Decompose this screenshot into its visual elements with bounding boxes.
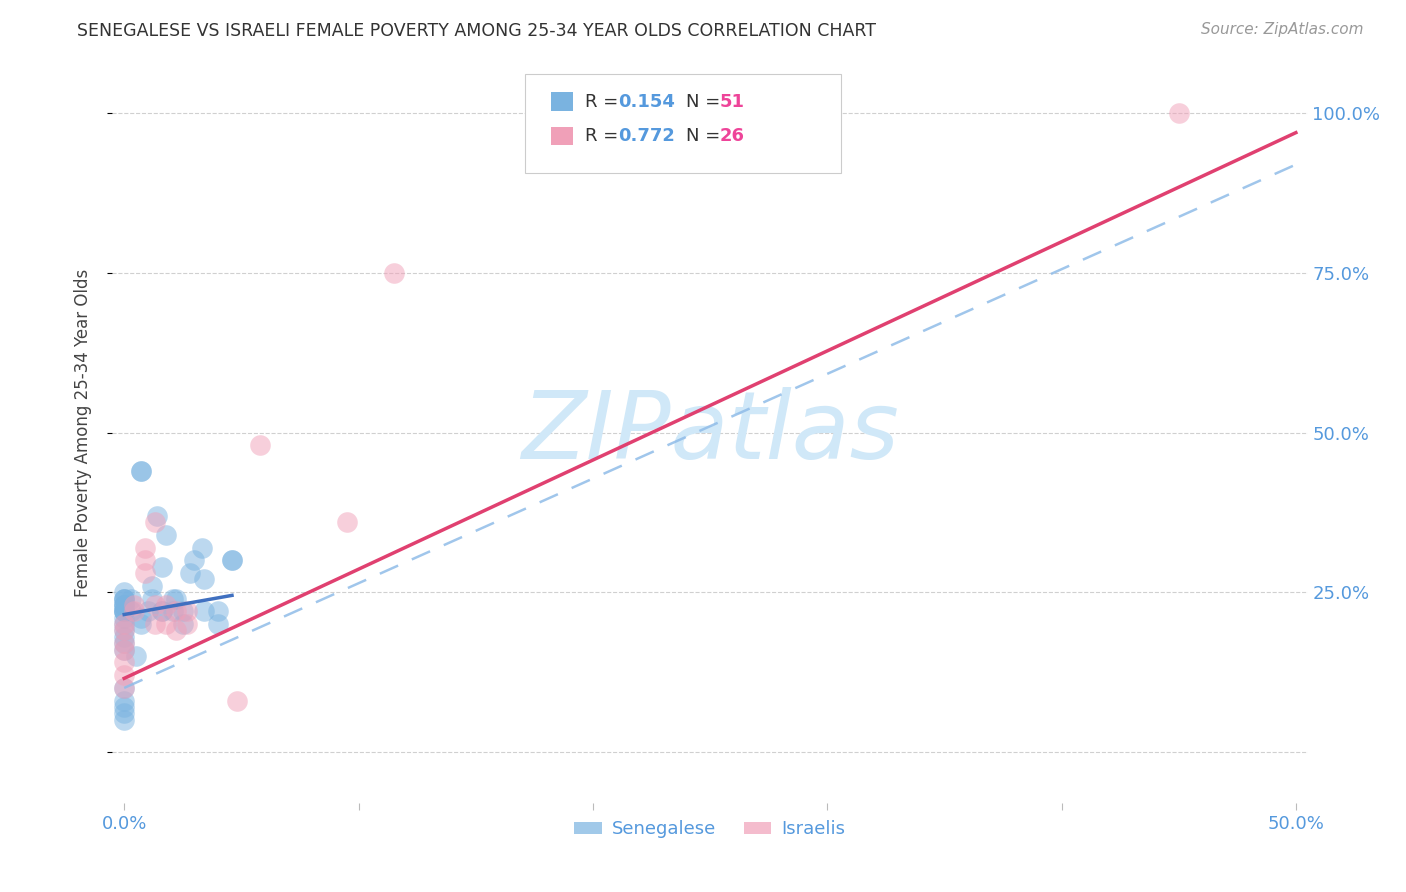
Point bbox=[129, 611, 152, 625]
Point bbox=[112, 591, 135, 606]
Point bbox=[143, 617, 166, 632]
Point bbox=[112, 604, 135, 618]
Point bbox=[1167, 106, 1189, 120]
Point bbox=[179, 566, 201, 580]
Point bbox=[112, 706, 135, 721]
Point bbox=[112, 604, 135, 618]
Point bbox=[112, 604, 135, 618]
Point bbox=[221, 553, 243, 567]
Text: Source: ZipAtlas.com: Source: ZipAtlas.com bbox=[1201, 22, 1364, 37]
Point bbox=[225, 694, 247, 708]
Point bbox=[249, 438, 271, 452]
Point bbox=[112, 611, 135, 625]
Point bbox=[112, 636, 135, 650]
Point bbox=[112, 598, 135, 612]
Point bbox=[143, 598, 166, 612]
Point bbox=[207, 604, 229, 618]
FancyBboxPatch shape bbox=[551, 92, 572, 111]
Point bbox=[112, 700, 135, 714]
Point bbox=[112, 630, 135, 644]
Point bbox=[172, 604, 194, 618]
Point bbox=[165, 624, 187, 638]
FancyBboxPatch shape bbox=[524, 73, 842, 173]
Point bbox=[150, 604, 173, 618]
Point bbox=[112, 598, 135, 612]
Point bbox=[150, 559, 173, 574]
Y-axis label: Female Poverty Among 25-34 Year Olds: Female Poverty Among 25-34 Year Olds bbox=[73, 268, 91, 597]
Point bbox=[155, 617, 177, 632]
Point bbox=[112, 681, 135, 695]
Point bbox=[193, 604, 215, 618]
Point bbox=[143, 515, 166, 529]
Point bbox=[112, 617, 135, 632]
Point bbox=[136, 604, 159, 618]
Point bbox=[190, 541, 212, 555]
Legend: Senegalese, Israelis: Senegalese, Israelis bbox=[567, 814, 853, 846]
Text: 26: 26 bbox=[720, 128, 745, 145]
Text: 0.154: 0.154 bbox=[619, 93, 675, 111]
Point bbox=[122, 604, 145, 618]
Point bbox=[207, 617, 229, 632]
Point bbox=[112, 656, 135, 670]
Point bbox=[165, 591, 187, 606]
Point bbox=[112, 591, 135, 606]
Point bbox=[120, 604, 142, 618]
Text: N =: N = bbox=[686, 128, 725, 145]
Point bbox=[134, 553, 156, 567]
Point bbox=[122, 598, 145, 612]
Point bbox=[129, 464, 152, 478]
Point bbox=[150, 604, 173, 618]
Point bbox=[165, 604, 187, 618]
Point bbox=[112, 624, 135, 638]
Point bbox=[112, 624, 135, 638]
Point bbox=[112, 681, 135, 695]
Point bbox=[162, 604, 184, 618]
Text: ZIPatlas: ZIPatlas bbox=[522, 387, 898, 478]
Point bbox=[336, 515, 359, 529]
Point bbox=[176, 617, 198, 632]
Point bbox=[112, 713, 135, 727]
Point bbox=[141, 579, 163, 593]
Point bbox=[155, 598, 177, 612]
Point bbox=[112, 642, 135, 657]
Text: 0.772: 0.772 bbox=[619, 128, 675, 145]
Point bbox=[172, 617, 194, 632]
Text: R =: R = bbox=[585, 128, 623, 145]
Point bbox=[176, 604, 198, 618]
Point bbox=[120, 591, 142, 606]
Point bbox=[112, 591, 135, 606]
Point bbox=[125, 648, 148, 663]
Point bbox=[129, 617, 152, 632]
Point bbox=[129, 464, 152, 478]
Text: SENEGALESE VS ISRAELI FEMALE POVERTY AMONG 25-34 YEAR OLDS CORRELATION CHART: SENEGALESE VS ISRAELI FEMALE POVERTY AMO… bbox=[77, 22, 876, 40]
Point bbox=[112, 617, 135, 632]
Text: N =: N = bbox=[686, 93, 725, 111]
Point bbox=[221, 553, 243, 567]
Point bbox=[112, 668, 135, 682]
Text: R =: R = bbox=[585, 93, 623, 111]
Point bbox=[112, 585, 135, 599]
Point bbox=[112, 642, 135, 657]
Point bbox=[382, 266, 405, 280]
Text: 51: 51 bbox=[720, 93, 745, 111]
Point bbox=[112, 636, 135, 650]
Point bbox=[155, 527, 177, 541]
Point bbox=[141, 591, 163, 606]
Point bbox=[112, 604, 135, 618]
Point bbox=[112, 598, 135, 612]
Point bbox=[162, 591, 184, 606]
Point bbox=[193, 573, 215, 587]
Point bbox=[134, 566, 156, 580]
Point bbox=[134, 541, 156, 555]
Point bbox=[146, 508, 169, 523]
Point bbox=[112, 694, 135, 708]
FancyBboxPatch shape bbox=[551, 127, 572, 145]
Point bbox=[183, 553, 205, 567]
